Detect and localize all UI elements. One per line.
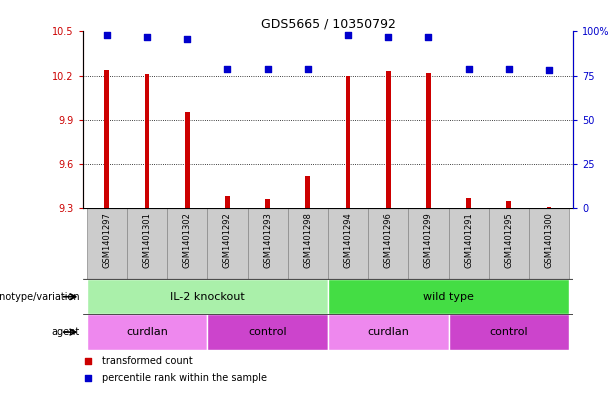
Bar [368,208,408,279]
Point [343,32,353,38]
Bar [489,208,529,279]
Point [142,33,152,40]
Bar [287,208,328,279]
Bar [145,74,150,208]
Point [182,35,192,42]
Bar [207,208,248,279]
Bar [87,314,207,350]
Bar [225,196,230,208]
Text: GSM1401299: GSM1401299 [424,212,433,268]
Text: curdlan: curdlan [126,327,168,337]
Bar [167,208,207,279]
Text: GSM1401293: GSM1401293 [263,212,272,268]
Bar [386,71,390,208]
Point [303,65,313,72]
Text: GSM1401301: GSM1401301 [143,212,151,268]
Text: control: control [248,327,287,337]
Bar [328,208,368,279]
Point [544,67,554,73]
Point [83,358,93,364]
Bar [506,201,511,208]
Point [424,33,433,40]
Bar [87,279,328,314]
Bar [328,314,449,350]
Bar [185,112,189,208]
Text: GSM1401292: GSM1401292 [223,212,232,268]
Bar [305,176,310,208]
Point [83,375,93,381]
Title: GDS5665 / 10350792: GDS5665 / 10350792 [261,17,395,30]
Bar [346,76,351,208]
Point [383,33,393,40]
Text: agent: agent [51,327,80,337]
Bar [265,200,270,208]
Text: GSM1401295: GSM1401295 [504,212,513,268]
Bar [328,279,569,314]
Text: GSM1401294: GSM1401294 [343,212,352,268]
Text: curdlan: curdlan [367,327,409,337]
Bar [466,198,471,208]
Bar [127,208,167,279]
Bar [104,70,109,208]
Bar [449,208,489,279]
Bar [547,207,552,208]
Bar [449,314,569,350]
Text: GSM1401300: GSM1401300 [544,212,554,268]
Text: GSM1401291: GSM1401291 [464,212,473,268]
Text: transformed count: transformed count [102,356,193,366]
Text: IL-2 knockout: IL-2 knockout [170,292,245,302]
Text: GSM1401296: GSM1401296 [384,212,393,268]
Point [263,65,273,72]
Text: GSM1401297: GSM1401297 [102,212,112,268]
Text: GSM1401298: GSM1401298 [303,212,313,268]
Point [102,32,112,38]
Point [223,65,232,72]
Text: control: control [490,327,528,337]
Text: wild type: wild type [423,292,474,302]
Point [504,65,514,72]
Text: percentile rank within the sample: percentile rank within the sample [102,373,267,383]
Bar [207,314,328,350]
Point [464,65,474,72]
Bar [248,208,287,279]
Bar [87,208,127,279]
Bar [408,208,449,279]
Bar [529,208,569,279]
Text: genotype/variation: genotype/variation [0,292,80,302]
Bar [426,73,431,208]
Text: GSM1401302: GSM1401302 [183,212,192,268]
